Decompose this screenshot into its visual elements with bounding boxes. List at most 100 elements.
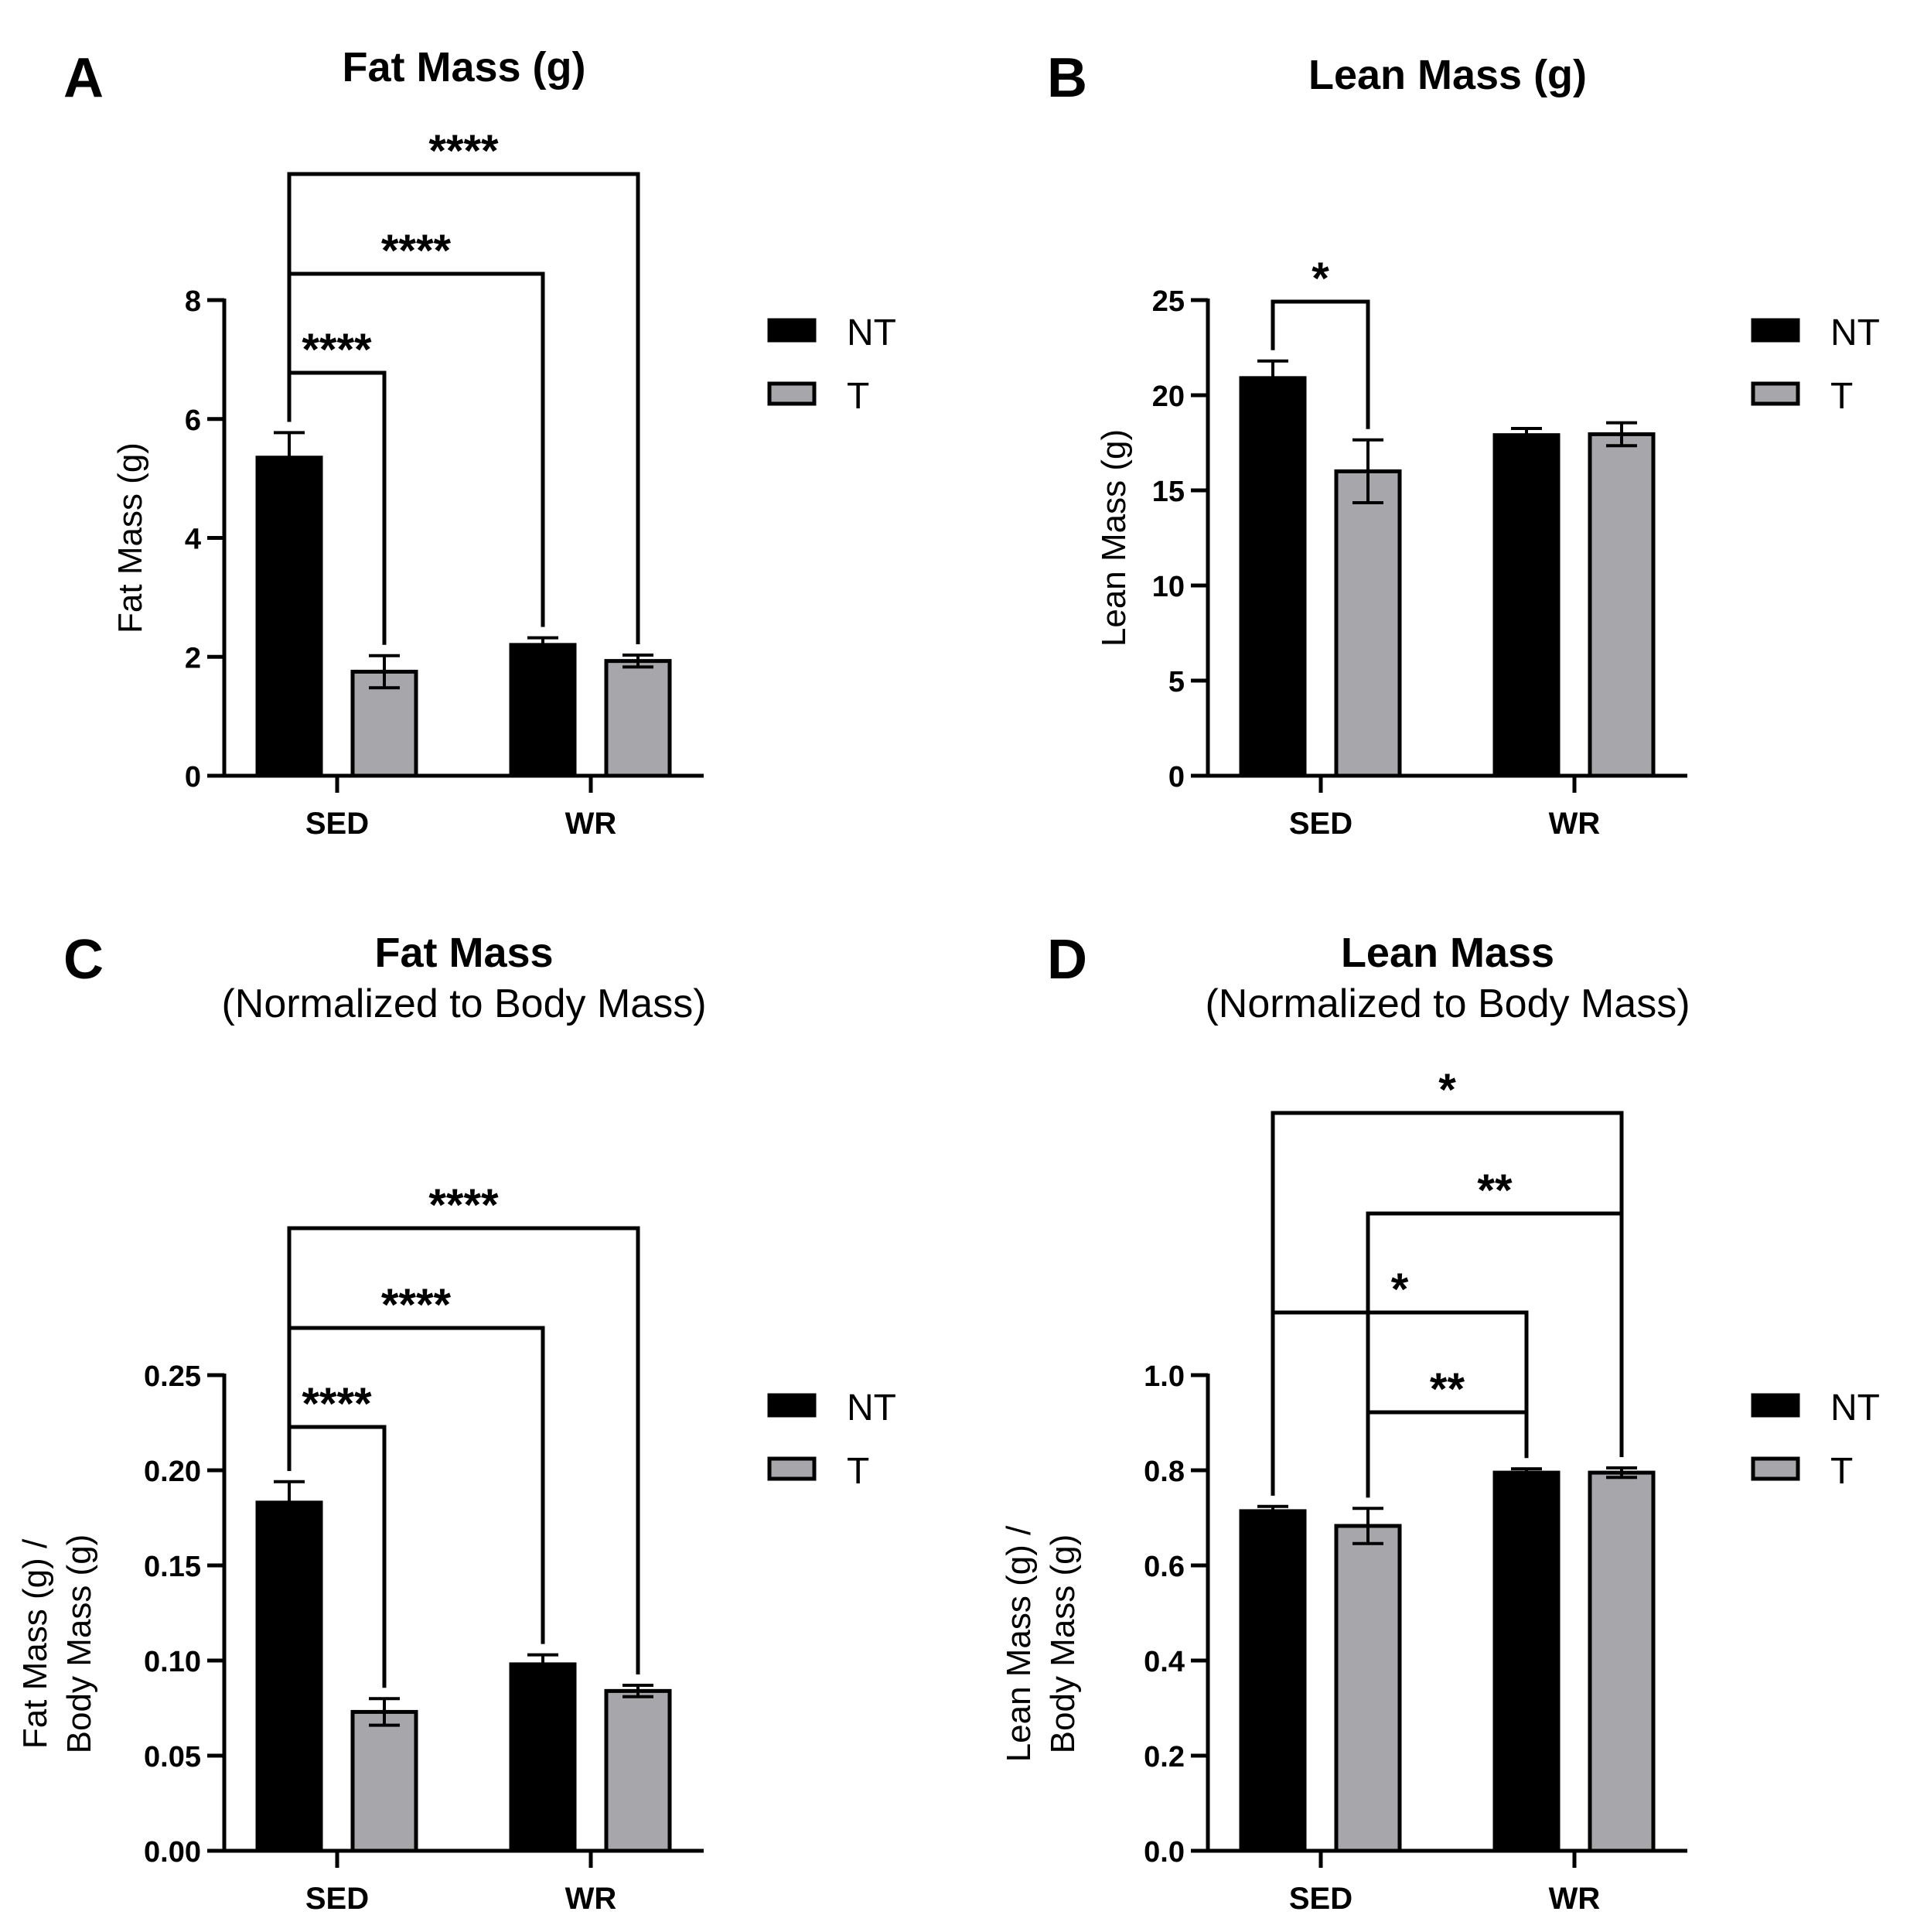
y-tick-label: 6 xyxy=(185,404,201,437)
y-tick-label: 0.05 xyxy=(144,1741,201,1773)
y-tick-label: 4 xyxy=(185,524,201,556)
bar-wr-nt xyxy=(509,1662,577,1853)
y-tick-label: 5 xyxy=(1168,666,1185,698)
panel-letter: D xyxy=(1047,929,1087,991)
significance-label: **** xyxy=(428,126,499,176)
significance-bracket xyxy=(1271,299,1370,429)
panel-b: B Lean Mass (g) 0 5 10 15 20 25 Lean Mass (g) SED… xyxy=(1047,47,1880,841)
bar-wr-t xyxy=(1588,432,1656,778)
legend-label-nt: NT xyxy=(1830,1388,1880,1429)
significance-bracket xyxy=(1366,1211,1624,1498)
panel-letter: B xyxy=(1047,47,1087,109)
y-tick-label: 0.15 xyxy=(144,1551,201,1583)
significance-label: **** xyxy=(428,1180,499,1231)
significance-bracket xyxy=(287,1326,545,1644)
y-tick-label: 0.00 xyxy=(144,1836,201,1869)
significance-label: **** xyxy=(302,1379,372,1429)
y-axis-label-line2: Body Mass (g) xyxy=(60,1534,98,1754)
y-tick-label: 0.20 xyxy=(144,1456,201,1488)
legend-label-t: T xyxy=(1830,376,1853,417)
panel-d: D Lean Mass (Normalized to Body Mass) 0.0 0.… xyxy=(1000,929,1880,1916)
panel-letter: C xyxy=(63,929,104,991)
panel-c: C Fat Mass (Normalized to Body Mass) 0.00 0.… xyxy=(16,929,896,1916)
significance-label: ** xyxy=(1477,1166,1513,1216)
y-tick-label: 8 xyxy=(185,285,201,318)
chart-title: Lean Mass xyxy=(1341,930,1554,976)
x-category-label: WR xyxy=(1549,1882,1601,1916)
chart-subtitle: (Normalized to Body Mass) xyxy=(221,981,706,1026)
legend-swatch-nt xyxy=(767,318,817,343)
significance-label: **** xyxy=(381,1280,452,1330)
y-tick-label: 0.2 xyxy=(1144,1741,1185,1773)
chart-subtitle: (Normalized to Body Mass) xyxy=(1205,981,1690,1026)
x-category-label: SED xyxy=(305,1882,369,1916)
y-tick-label: 0 xyxy=(1168,761,1185,794)
bar-sed-t xyxy=(1334,1524,1402,1853)
y-tick-label: 2 xyxy=(185,642,201,674)
bar-sed-t xyxy=(1334,469,1402,778)
legend-label-nt: NT xyxy=(847,312,896,353)
significance-label: * xyxy=(1391,1265,1409,1315)
bar-sed-nt xyxy=(255,1500,323,1853)
y-axis-label-line2: Body Mass (g) xyxy=(1044,1534,1082,1754)
y-tick-label: 0.8 xyxy=(1144,1456,1185,1488)
bar-wr-t xyxy=(1588,1470,1656,1853)
y-axis-label: Lean Mass (g) xyxy=(1095,429,1133,647)
legend-swatch-t xyxy=(767,1456,817,1481)
legend-label-nt: NT xyxy=(1830,312,1880,353)
x-category-label: SED xyxy=(1289,807,1352,841)
significance-label: * xyxy=(1438,1065,1456,1115)
y-tick-label: 0 xyxy=(185,761,201,794)
y-tick-label: 0.10 xyxy=(144,1646,201,1678)
legend-label-t: T xyxy=(847,376,869,417)
y-axis-label: Fat Mass (g) xyxy=(111,442,149,633)
significance-bracket xyxy=(287,172,640,644)
x-category-label: SED xyxy=(1289,1882,1352,1916)
legend-label-t: T xyxy=(1830,1451,1853,1492)
significance-label: **** xyxy=(302,325,372,375)
y-axis-label-line1: Lean Mass (g) / xyxy=(1000,1525,1038,1762)
bar-wr-nt xyxy=(1492,1470,1561,1853)
y-axis-label-line1: Fat Mass (g) / xyxy=(16,1538,54,1749)
y-tick-label: 25 xyxy=(1152,285,1185,318)
legend-label-t: T xyxy=(847,1451,869,1492)
legend-swatch-t xyxy=(1751,381,1800,406)
bar-sed-nt xyxy=(1239,376,1307,778)
significance-label: ** xyxy=(1430,1364,1465,1415)
legend-swatch-nt xyxy=(767,1393,817,1418)
significance-bracket xyxy=(1271,1310,1529,1496)
bar-wr-nt xyxy=(1492,433,1561,778)
legend-label-nt: NT xyxy=(847,1388,896,1429)
bar-sed-nt xyxy=(255,456,323,778)
x-category-label: WR xyxy=(565,1882,617,1916)
y-tick-label: 0.4 xyxy=(1144,1646,1185,1678)
y-tick-label: 0.6 xyxy=(1144,1551,1185,1583)
legend-swatch-nt xyxy=(1751,318,1800,343)
significance-bracket xyxy=(287,1226,640,1674)
x-category-label: WR xyxy=(1549,807,1601,841)
significance-bracket xyxy=(1271,1111,1624,1496)
chart-title: Fat Mass (g) xyxy=(342,44,585,90)
legend-swatch-t xyxy=(767,381,817,406)
chart-title: Fat Mass xyxy=(374,930,553,976)
legend-swatch-nt xyxy=(1751,1393,1800,1418)
significance-label: **** xyxy=(381,226,452,276)
bar-sed-nt xyxy=(1239,1509,1307,1853)
y-tick-label: 0.0 xyxy=(1144,1836,1185,1869)
bar-sed-t xyxy=(350,1709,418,1853)
significance-label: * xyxy=(1312,254,1329,304)
y-tick-label: 15 xyxy=(1152,476,1185,508)
bar-wr-t xyxy=(604,659,672,778)
legend-swatch-t xyxy=(1751,1456,1800,1481)
x-category-label: SED xyxy=(305,807,369,841)
chart-title: Lean Mass (g) xyxy=(1308,52,1587,98)
y-tick-label: 1.0 xyxy=(1144,1360,1185,1393)
bar-wr-nt xyxy=(509,643,577,778)
y-tick-label: 0.25 xyxy=(144,1360,201,1393)
panel-letter: A xyxy=(63,47,104,109)
y-tick-label: 20 xyxy=(1152,381,1185,413)
y-tick-label: 10 xyxy=(1152,571,1185,603)
bar-wr-t xyxy=(604,1688,672,1853)
